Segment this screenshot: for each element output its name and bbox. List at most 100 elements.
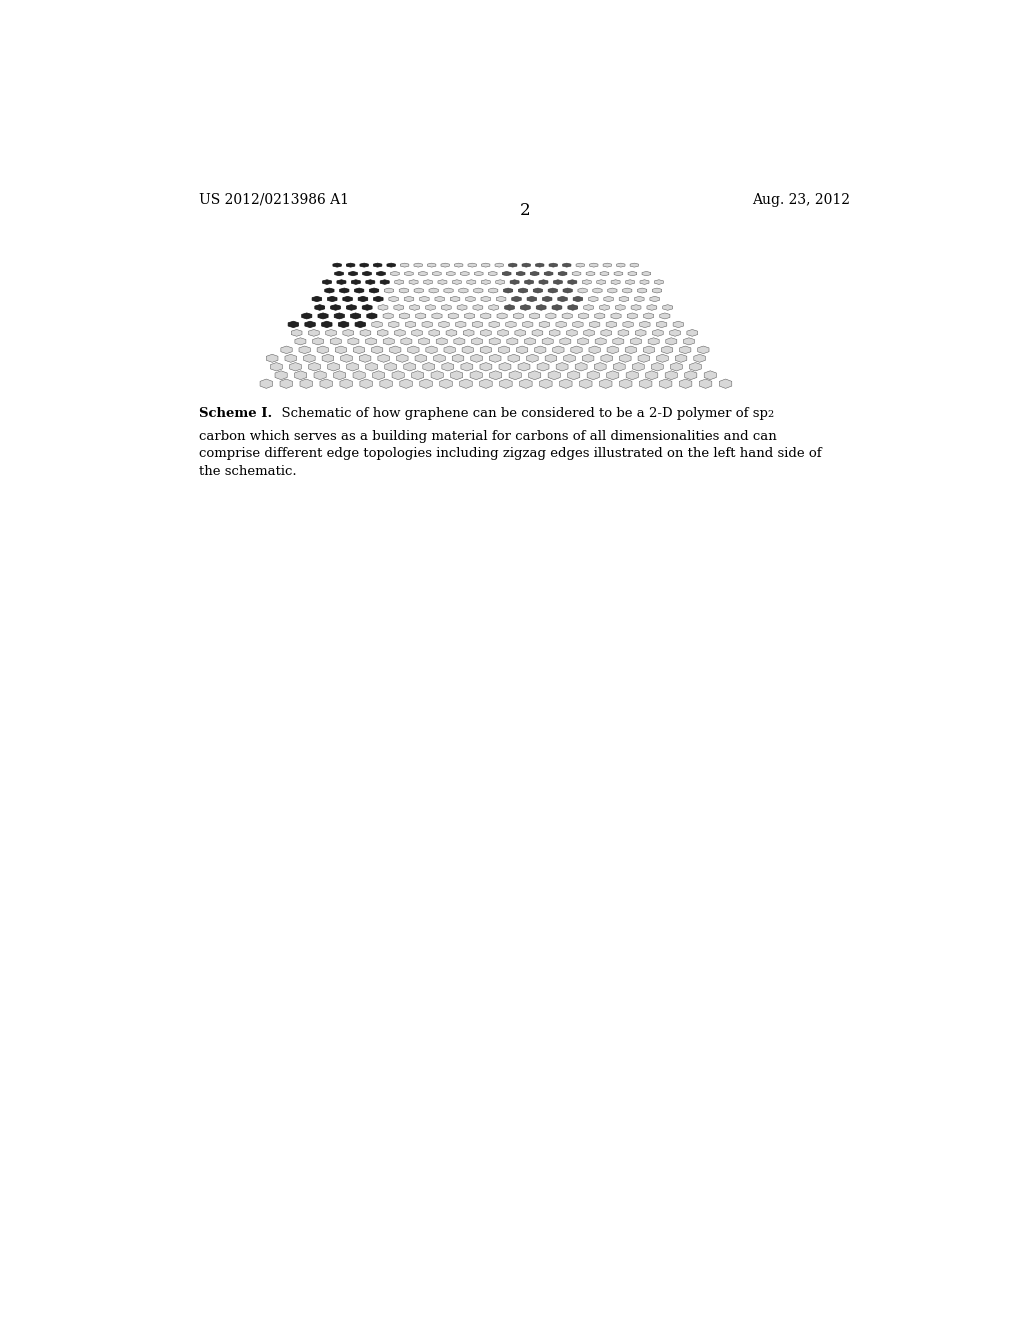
Polygon shape	[633, 363, 644, 371]
Polygon shape	[505, 305, 514, 310]
Polygon shape	[631, 338, 641, 345]
Polygon shape	[566, 330, 578, 337]
Polygon shape	[281, 346, 292, 354]
Polygon shape	[442, 363, 454, 371]
Polygon shape	[599, 379, 612, 388]
Polygon shape	[459, 288, 468, 293]
Polygon shape	[586, 272, 595, 276]
Polygon shape	[322, 321, 332, 327]
Polygon shape	[638, 354, 649, 362]
Polygon shape	[666, 371, 677, 380]
Polygon shape	[453, 280, 462, 284]
Polygon shape	[620, 379, 632, 388]
Polygon shape	[575, 363, 587, 371]
Polygon shape	[399, 379, 413, 388]
Polygon shape	[328, 297, 337, 302]
Polygon shape	[640, 321, 650, 327]
Polygon shape	[663, 305, 673, 310]
Polygon shape	[399, 288, 409, 293]
Polygon shape	[564, 354, 575, 362]
Text: 2: 2	[519, 202, 530, 219]
Polygon shape	[687, 330, 697, 337]
Polygon shape	[341, 354, 352, 362]
Polygon shape	[389, 346, 401, 354]
Polygon shape	[444, 346, 456, 354]
Polygon shape	[390, 272, 399, 276]
Polygon shape	[572, 321, 583, 327]
Polygon shape	[449, 313, 459, 319]
Polygon shape	[522, 263, 530, 267]
Polygon shape	[317, 346, 329, 354]
Polygon shape	[355, 321, 366, 327]
Polygon shape	[530, 272, 539, 276]
Polygon shape	[656, 354, 669, 362]
Polygon shape	[635, 297, 644, 302]
Polygon shape	[471, 338, 482, 345]
Polygon shape	[556, 321, 566, 327]
Polygon shape	[358, 297, 368, 302]
Polygon shape	[461, 272, 469, 276]
Polygon shape	[396, 354, 409, 362]
Polygon shape	[366, 363, 378, 371]
Polygon shape	[578, 338, 589, 345]
Polygon shape	[403, 363, 416, 371]
Polygon shape	[406, 321, 416, 327]
Polygon shape	[540, 379, 552, 388]
Polygon shape	[399, 313, 410, 319]
Polygon shape	[423, 363, 435, 371]
Polygon shape	[299, 346, 310, 354]
Polygon shape	[553, 346, 564, 354]
Polygon shape	[456, 321, 466, 327]
Polygon shape	[439, 379, 453, 388]
Polygon shape	[312, 297, 322, 302]
Polygon shape	[380, 379, 392, 388]
Polygon shape	[659, 313, 670, 319]
Polygon shape	[496, 280, 505, 284]
Polygon shape	[462, 346, 473, 354]
Polygon shape	[556, 363, 568, 371]
Polygon shape	[535, 346, 546, 354]
Polygon shape	[285, 354, 297, 362]
Polygon shape	[389, 297, 398, 302]
Polygon shape	[651, 363, 664, 371]
Polygon shape	[578, 288, 587, 293]
Polygon shape	[400, 263, 409, 267]
Polygon shape	[346, 305, 356, 310]
Polygon shape	[593, 288, 602, 293]
Polygon shape	[500, 379, 512, 388]
Polygon shape	[314, 305, 325, 310]
Polygon shape	[350, 313, 360, 319]
Polygon shape	[441, 263, 450, 267]
Polygon shape	[516, 272, 525, 276]
Polygon shape	[538, 363, 549, 371]
Polygon shape	[654, 280, 664, 284]
Polygon shape	[455, 263, 463, 267]
Polygon shape	[305, 321, 315, 327]
Polygon shape	[529, 313, 540, 319]
Polygon shape	[583, 354, 594, 362]
Polygon shape	[697, 346, 709, 354]
Polygon shape	[497, 313, 507, 319]
Polygon shape	[343, 330, 353, 337]
Polygon shape	[540, 321, 550, 327]
Polygon shape	[474, 272, 483, 276]
Polygon shape	[419, 338, 429, 345]
Polygon shape	[338, 321, 349, 327]
Polygon shape	[558, 272, 567, 276]
Polygon shape	[429, 288, 438, 293]
Polygon shape	[648, 338, 659, 345]
Polygon shape	[515, 330, 525, 337]
Polygon shape	[513, 313, 523, 319]
Polygon shape	[646, 371, 657, 380]
Polygon shape	[334, 313, 344, 319]
Polygon shape	[618, 330, 629, 337]
Polygon shape	[431, 371, 443, 380]
Polygon shape	[623, 288, 632, 293]
Polygon shape	[260, 379, 272, 388]
Polygon shape	[351, 280, 360, 284]
Polygon shape	[683, 338, 694, 345]
Polygon shape	[481, 263, 489, 267]
Polygon shape	[532, 330, 543, 337]
Polygon shape	[584, 305, 594, 310]
Polygon shape	[488, 272, 497, 276]
